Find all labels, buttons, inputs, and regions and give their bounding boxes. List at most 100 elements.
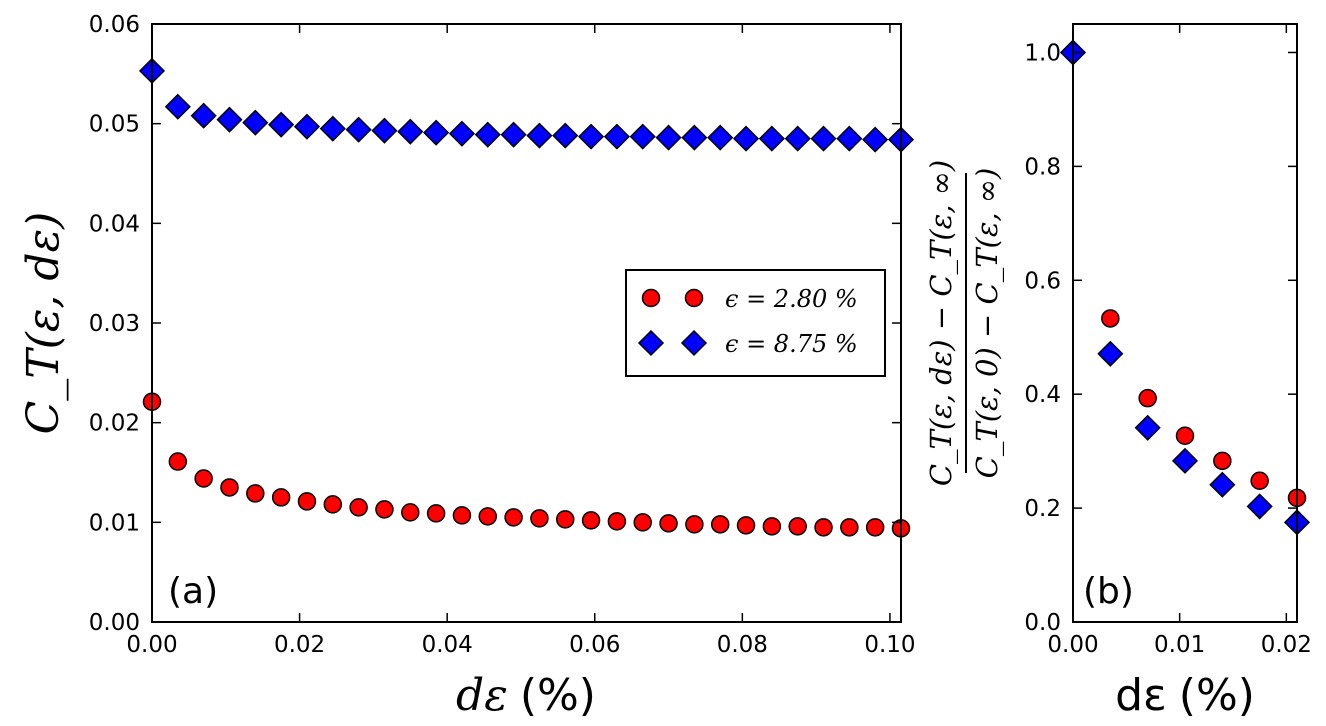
panel-a-x-axis-unit: (%) — [520, 670, 596, 721]
panel-a-diamond-point — [423, 119, 450, 146]
panel-a-circle-point — [840, 518, 859, 537]
panel-b-diamond-point — [1097, 340, 1124, 367]
panel-b-y-tick-label: 0.2 — [1024, 496, 1061, 522]
panel-a-circle-point — [865, 518, 885, 537]
panel-a-circle-point — [452, 506, 472, 525]
panel-a-diamond-point — [603, 123, 630, 150]
panel-a-x-axis-symbol: dε — [456, 670, 508, 721]
panel-a-circle-point — [607, 512, 627, 531]
panel-b-diamond-point — [1171, 447, 1199, 474]
panel-a-circle-point — [349, 498, 368, 517]
panel-a-diamond-point — [268, 111, 295, 138]
panel-a-diamond-point — [836, 125, 863, 152]
panel-a-x-tick-label: 0.10 — [864, 632, 915, 658]
panel-a-y-axis-label: C_T(ε, dε) — [18, 212, 69, 435]
panel-a-circle-point — [426, 504, 446, 523]
panel-a-markers — [138, 57, 915, 538]
panel-a-circle-point — [762, 517, 782, 536]
panel-a-diamond-point — [810, 125, 837, 152]
panel-a-diamond-point — [371, 117, 398, 144]
legend-marker-circle-2 — [684, 288, 704, 308]
panel-a-y-tick-label: 0.06 — [89, 12, 140, 38]
panel-a-circle-point — [581, 511, 601, 530]
panel-b-label: (b) — [1083, 571, 1134, 612]
panel-a-y-tick-label: 0.04 — [89, 211, 140, 237]
panel-a-diamond-point — [862, 126, 889, 153]
panel-a-circle-point — [736, 516, 756, 535]
panel-a-diamond-point — [526, 122, 553, 149]
panel-a-x-tick-label: 0.00 — [126, 632, 177, 658]
panel-a-diamond-point — [681, 124, 708, 151]
panel-a-x-tick-label: 0.02 — [274, 632, 325, 658]
panel-b-y-tick-label: 1.0 — [1024, 40, 1061, 66]
panel-a-circle-point — [685, 515, 704, 534]
panel-a-y-tick-label: 0.01 — [89, 510, 140, 536]
panel-b-y-tick-label: 0.6 — [1024, 268, 1061, 294]
panel-a-y-tick-label: 0.02 — [89, 411, 140, 437]
panel-b-circle-point — [1138, 388, 1157, 408]
panel-a-circle-point — [788, 517, 807, 536]
legend-entry-1: ϵ = 2.80 % — [725, 285, 858, 313]
panel-b-ticks: 0.00 0.01 0.02 0.0 0.2 0.4 0.6 0.8 1.0 — [1024, 24, 1312, 658]
panel-a: 0.00 0.02 0.04 0.06 0.08 0.10 0.00 0.01 0.02 0.03… — [18, 12, 916, 721]
panel-a-diamond-point — [578, 123, 605, 150]
panel-a-circle-point — [297, 492, 317, 511]
panel-a-diamond-point — [164, 93, 191, 120]
panel-b-circle-point — [1250, 471, 1269, 491]
panel-b-frame — [1072, 23, 1298, 623]
panel-b: 0.00 0.01 0.02 0.0 0.2 0.4 0.6 0.8 1.0 (b) C_T(ε… — [924, 23, 1312, 721]
panel-b-diamond-point — [1209, 471, 1236, 498]
panel-b-diamond-point — [1246, 493, 1273, 520]
panel-a-circle-point — [814, 518, 833, 537]
panel-b-x-axis-symbol: dε — [1115, 670, 1167, 721]
panel-a-circle-point — [168, 452, 188, 471]
legend-marker-diamond-2 — [680, 329, 708, 357]
panel-b-y-axis-numerator: C_T(ε, dε) − C_T(ε, ∞) — [924, 160, 959, 486]
legend-entry-2: ϵ = 8.75 % — [725, 330, 858, 358]
panel-a-circle-point — [478, 507, 498, 526]
panel-a-diamond-point — [500, 121, 527, 148]
panel-b-y-axis-denominator: C_T(ε, 0) − C_T(ε, ∞) — [970, 168, 1005, 479]
panel-a-circle-point — [401, 503, 420, 522]
panel-a-x-tick-label: 0.04 — [422, 632, 473, 658]
panel-b-y-tick-label: 0.0 — [1024, 610, 1061, 636]
panel-b-x-tick-label: 0.00 — [1047, 632, 1098, 658]
panel-a-diamond-point — [397, 118, 424, 145]
legend-marker-diamond-1 — [637, 329, 665, 357]
panel-b-y-tick-label: 0.8 — [1024, 154, 1061, 180]
panel-a-y-tick-label: 0.03 — [89, 311, 140, 337]
panel-b-x-tick-label: 0.01 — [1154, 632, 1205, 658]
panel-a-ticks: 0.00 0.02 0.04 0.06 0.08 0.10 0.00 0.01 0.02 0.03… — [89, 12, 916, 658]
panel-a-diamond-point — [758, 125, 785, 152]
panel-a-diamond-point — [629, 123, 656, 150]
panel-b-x-axis-label: dε (%) — [1115, 670, 1255, 721]
panel-a-circle-point — [659, 514, 678, 533]
legend: ϵ = 2.80 % ϵ = 8.75 % — [625, 269, 886, 377]
panel-a-circle-point — [323, 495, 343, 514]
panel-a-diamond-point — [732, 125, 760, 152]
panel-a-diamond-point — [448, 120, 475, 147]
panel-a-diamond-point — [319, 115, 346, 142]
panel-a-frame — [151, 23, 902, 623]
legend-box — [625, 269, 886, 377]
panel-b-circle-point — [1213, 451, 1232, 471]
panel-a-diamond-point — [784, 125, 811, 152]
panel-b-x-axis-unit: (%) — [1179, 670, 1255, 721]
panel-a-label: (a) — [168, 571, 218, 612]
panel-b-markers — [1059, 39, 1311, 536]
panel-b-diamond-point — [1134, 414, 1161, 441]
panel-a-circle-point — [375, 500, 394, 519]
panel-a-circle-point — [504, 508, 523, 527]
panel-a-x-tick-label: 0.08 — [717, 632, 768, 658]
panel-a-circle-point — [271, 488, 291, 507]
panel-b-circle-point — [1175, 426, 1195, 446]
panel-a-diamond-point — [655, 124, 682, 151]
panel-a-diamond-point — [474, 121, 501, 148]
panel-a-circle-point — [220, 478, 239, 497]
panel-a-circle-point — [530, 509, 549, 528]
panel-a-circle-point — [633, 513, 652, 532]
panel-a-circle-point — [555, 510, 575, 529]
panel-a-circle-point — [246, 484, 265, 503]
panel-a-diamond-point — [216, 106, 243, 133]
panel-b-circle-point — [1101, 309, 1120, 328]
